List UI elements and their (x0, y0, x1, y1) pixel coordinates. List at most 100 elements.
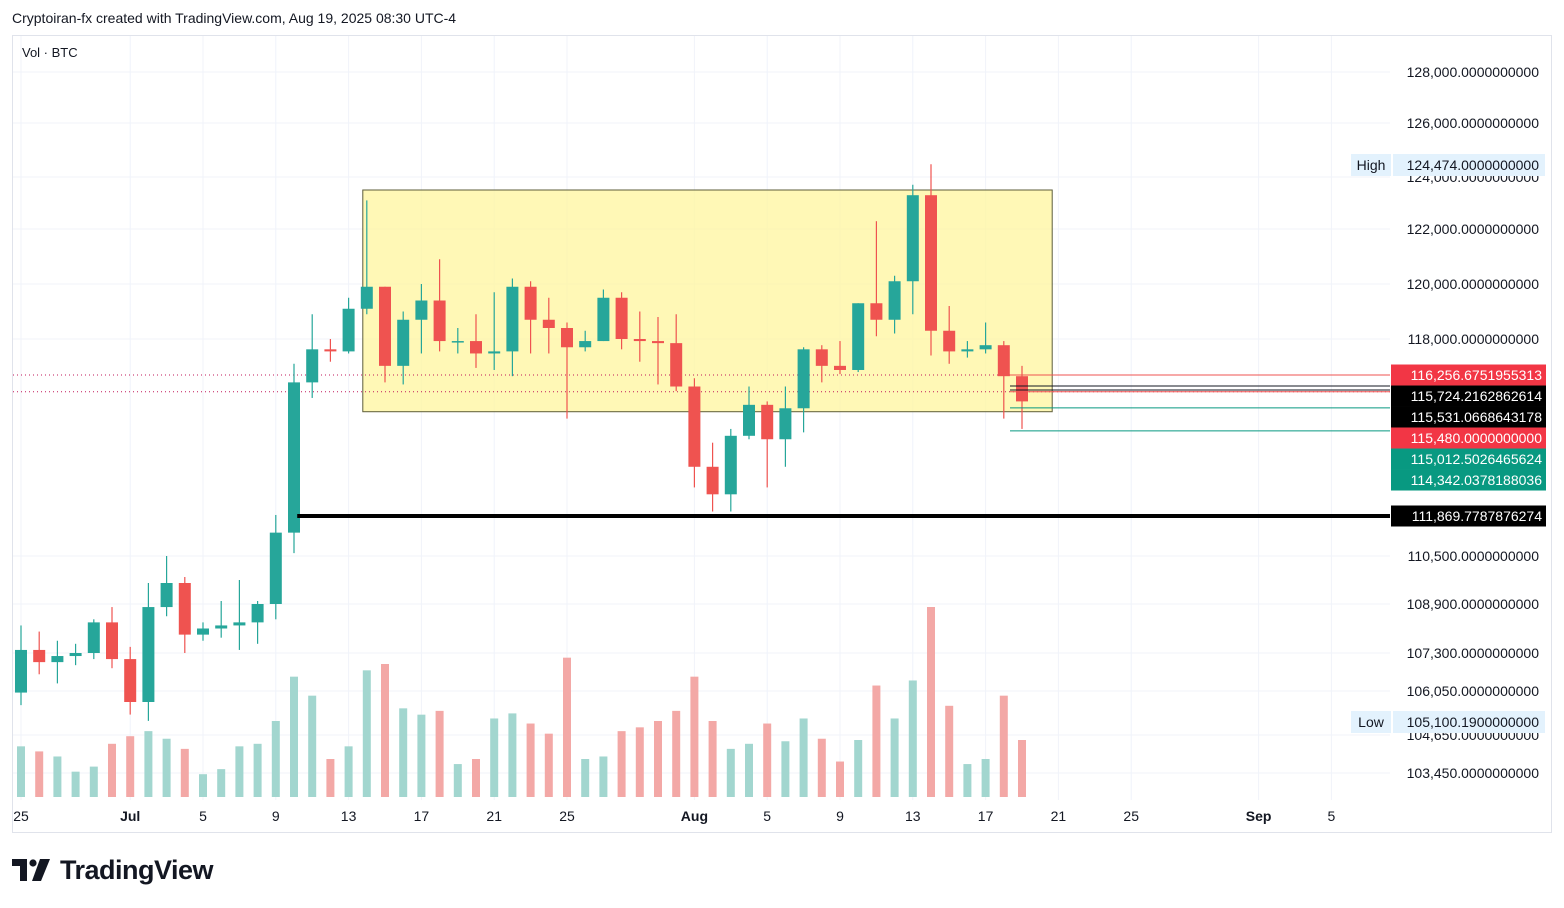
volume-bar (308, 695, 317, 797)
volume-bar (180, 748, 189, 797)
price-tag-label: 115,480.0000000000 (1411, 430, 1543, 446)
high-tag-key-bg (1351, 154, 1391, 176)
volume-bar (635, 727, 644, 797)
volume-bar (544, 733, 553, 797)
volume-bar (326, 759, 335, 797)
high-tag-value-bg (1393, 154, 1545, 176)
candle-body (379, 286, 391, 366)
volume-bar (126, 736, 135, 797)
time-axis-label: 9 (272, 808, 280, 824)
volume-bar (35, 751, 44, 797)
time-axis: 25 Jul 5 9 13 17 21 25 Aug 5 9 13 17 21 25 Sep 5 (13, 808, 1335, 824)
position-markers (1010, 374, 1390, 432)
candle-body (852, 303, 865, 370)
candle-body (561, 328, 573, 348)
candle-body (524, 286, 537, 320)
volume-bar (836, 761, 844, 797)
volume-bar (781, 741, 790, 797)
volume-bar (654, 721, 662, 797)
volume-bar (290, 676, 298, 797)
volume-bar (89, 766, 98, 797)
volume-bar (999, 695, 1008, 797)
price-tag-label: 115,531.0668643178 (1411, 409, 1543, 425)
volume-bar (672, 710, 681, 797)
volume-bar (963, 764, 972, 797)
price-axis-label: 122,000.0000000000 (1407, 221, 1540, 237)
volume-bar (162, 738, 171, 797)
volume-bar (508, 713, 517, 797)
candle-body (997, 345, 1010, 377)
price-tag-green: 115,012.5026465624 (1391, 448, 1546, 470)
candle-body (433, 300, 446, 342)
low-tag-key-bg (1351, 711, 1391, 733)
range-box-layer (362, 189, 1053, 413)
candle-body (688, 386, 701, 467)
high-tag: High 124,474.0000000000 (1351, 154, 1545, 176)
candle-body (506, 286, 519, 352)
candle-body (706, 466, 719, 495)
consolidation-range-box (362, 189, 1053, 413)
low-tag-value: 105,100.1900000000 (1407, 714, 1540, 730)
candle-body (633, 339, 646, 342)
volume-bar (581, 759, 590, 797)
volume-bar (199, 774, 207, 797)
candle-body (779, 408, 792, 440)
candle-body (579, 341, 592, 348)
candle-body (251, 604, 264, 623)
volume-bar (144, 731, 153, 797)
candle-body (306, 349, 319, 383)
volume-bar (235, 746, 244, 797)
price-axis-label: 128,000.0000000000 (1407, 64, 1540, 80)
volume-bar (71, 771, 80, 797)
volume-bar (381, 664, 389, 797)
price-tag-bg (1391, 505, 1546, 527)
volume-bar (726, 748, 735, 797)
price-tag-bg (1391, 427, 1546, 449)
candle-body (724, 435, 737, 495)
candle-body (670, 343, 683, 387)
candle-body (15, 649, 27, 693)
low-tag-value-bg (1393, 711, 1545, 733)
candle-body (888, 281, 901, 320)
price-tag-bg (1391, 448, 1546, 470)
volume-bar (927, 607, 935, 797)
price-axis-label: 120,000.0000000000 (1407, 276, 1540, 292)
time-axis-label: Aug (681, 808, 708, 824)
volume-bar (890, 718, 899, 797)
price-tag-bg (1391, 406, 1546, 428)
tradingview-logo[interactable]: TradingView (12, 852, 214, 888)
time-axis-label: Sep (1246, 808, 1272, 824)
candle-body (106, 622, 118, 660)
volume-bar (872, 685, 881, 797)
price-tag-bg (1391, 385, 1546, 407)
price-axis-label: 103,450.0000000000 (1407, 765, 1540, 781)
volume-bar (253, 743, 262, 797)
candle-body (542, 319, 555, 328)
price-tag-green: 114,342.0378188036 (1391, 469, 1546, 491)
volume-bar (490, 718, 499, 797)
candle-body (233, 622, 246, 626)
price-axis-label: 107,300.0000000000 (1407, 645, 1540, 661)
candle-body (397, 319, 410, 366)
price-axis-label: 108,900.0000000000 (1407, 596, 1540, 612)
time-axis-label: 21 (486, 808, 502, 824)
candle-body (288, 382, 300, 533)
candle-body (69, 653, 82, 657)
price-tag-black: 115,724.2162862614 (1391, 385, 1546, 407)
time-axis-label: 17 (978, 808, 994, 824)
volume-bar (417, 714, 426, 797)
volume-bar (708, 721, 717, 797)
candle-body (51, 656, 64, 663)
candle-body (597, 297, 610, 342)
candle-body (87, 622, 100, 653)
volume-bar (453, 764, 462, 797)
candle-body (470, 341, 482, 354)
volume-bar (745, 743, 753, 797)
volume-bar (945, 705, 954, 797)
chart-attribution: Cryptoiran-fx created with TradingView.c… (12, 10, 457, 26)
time-axis-label: 9 (836, 808, 844, 824)
volume-bar (53, 756, 62, 797)
candle-body (124, 659, 137, 702)
time-axis-label: 5 (199, 808, 207, 824)
